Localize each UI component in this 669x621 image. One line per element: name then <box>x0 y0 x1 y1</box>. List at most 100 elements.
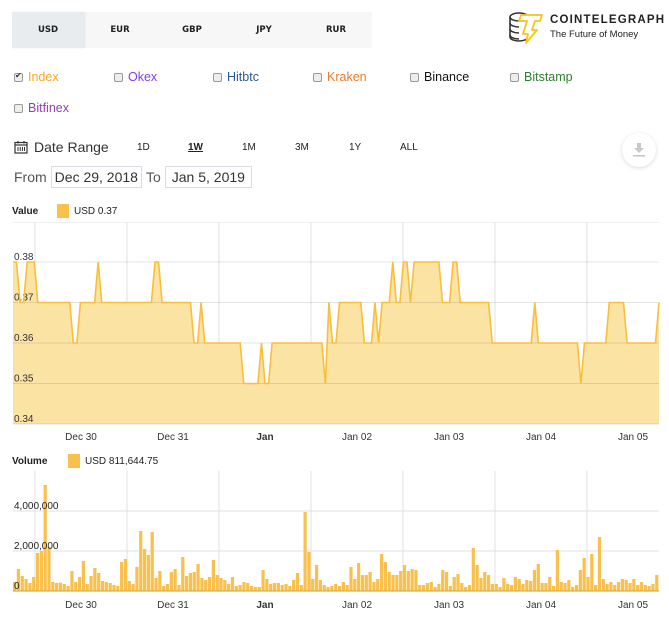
volume-bar <box>406 571 410 591</box>
exchange-label: Index <box>28 70 59 84</box>
volume-bar <box>322 585 326 591</box>
x-tick-label: Jan 03 <box>434 432 464 443</box>
checkbox[interactable] <box>410 72 419 82</box>
volume-chart-title: Volume <box>12 456 48 467</box>
volume-bar <box>578 570 582 591</box>
volume-bar <box>116 586 120 591</box>
volume-bar <box>123 559 128 591</box>
volume-bar <box>66 586 70 591</box>
volume-bar <box>467 585 472 591</box>
checkbox[interactable] <box>14 103 23 113</box>
x-tick-label: Jan 02 <box>342 600 372 611</box>
to-label: To <box>145 169 161 185</box>
volume-bar <box>120 562 124 591</box>
to-date-input[interactable]: Jan 5, 2019 <box>164 166 252 188</box>
volume-bar <box>246 583 250 591</box>
volume-chart-legend[interactable]: USD 811,644.75 <box>68 454 158 468</box>
checkbox[interactable] <box>313 72 322 82</box>
volume-bar <box>311 579 315 591</box>
volume-bar <box>418 585 422 591</box>
volume-bar <box>230 577 235 591</box>
volume-bar <box>207 577 212 591</box>
range-1w[interactable]: 1W <box>188 142 203 153</box>
volume-bar <box>433 587 437 591</box>
x-tick-label: Jan 05 <box>618 432 648 443</box>
currency-tab-eur[interactable]: EUR <box>110 25 130 35</box>
checkbox[interactable] <box>14 71 23 82</box>
volume-bar <box>601 579 605 591</box>
range-1d[interactable]: 1D <box>137 142 150 153</box>
exchange-kraken[interactable]: Kraken <box>313 70 367 84</box>
volume-bar <box>70 571 74 591</box>
volume-bar <box>276 583 280 591</box>
volume-bar <box>360 575 365 591</box>
volume-bar <box>158 571 162 591</box>
volume-bar <box>165 584 170 591</box>
volume-bar <box>62 584 66 591</box>
volume-bar <box>349 567 353 591</box>
volume-bar <box>284 584 288 591</box>
volume-bar <box>456 574 460 591</box>
volume-bar <box>410 569 414 591</box>
range-all[interactable]: ALL <box>400 142 418 153</box>
range-3m[interactable]: 3M <box>295 142 309 153</box>
value-chart-legend[interactable]: USD 0.37 <box>57 204 117 218</box>
currency-tab-usd[interactable]: USD <box>12 12 84 48</box>
volume-bar <box>35 553 40 591</box>
volume-bar <box>643 585 647 591</box>
from-date-input[interactable]: Dec 29, 2018 <box>50 166 142 188</box>
currency-tab-gbp[interactable]: GBP <box>182 25 202 35</box>
volume-bar <box>303 512 307 591</box>
currency-tab-rur[interactable]: RUR <box>326 25 346 35</box>
download-button[interactable] <box>622 133 656 167</box>
date-inputs-row: From Dec 29, 2018 To Jan 5, 2019 <box>14 166 256 188</box>
volume-bar <box>227 584 231 591</box>
volume-bar <box>513 577 517 591</box>
checkbox[interactable] <box>510 72 519 82</box>
exchange-hitbtc[interactable]: Hitbtc <box>213 70 259 84</box>
exchange-label: Bitfinex <box>28 101 69 115</box>
exchange-binance[interactable]: Binance <box>410 70 469 84</box>
currency-tab-jpy[interactable]: JPY <box>256 25 272 35</box>
exchange-okex[interactable]: Okex <box>114 70 157 84</box>
download-icon <box>633 143 645 157</box>
volume-bar <box>100 581 105 591</box>
volume-bar <box>529 581 533 591</box>
volume-bar <box>616 582 621 591</box>
legend-swatch <box>68 454 80 468</box>
exchange-label: Hitbtc <box>227 70 259 84</box>
exchange-bitstamp[interactable]: Bitstamp <box>510 70 573 84</box>
exchange-bitfinex[interactable]: Bitfinex <box>14 101 69 115</box>
volume-bar <box>131 584 135 591</box>
volume-bar <box>307 552 311 591</box>
volume-bar <box>517 579 521 591</box>
volume-bar <box>215 575 219 591</box>
volume-bar <box>177 585 181 591</box>
y-tick-label: 0.34 <box>14 414 34 425</box>
checkbox[interactable] <box>213 72 222 82</box>
volume-bar <box>590 554 594 591</box>
volume-bar <box>154 578 158 591</box>
volume-bar <box>376 579 380 591</box>
volume-bar <box>609 582 613 591</box>
volume-bar <box>249 586 254 591</box>
exchange-index[interactable]: Index <box>14 70 59 84</box>
volume-bar <box>494 584 498 591</box>
volume-bar <box>620 579 624 591</box>
volume-bar <box>314 565 319 591</box>
range-1m[interactable]: 1M <box>242 142 256 153</box>
volume-bar <box>448 586 452 591</box>
volume-bar <box>20 576 24 591</box>
range-1y[interactable]: 1Y <box>349 142 362 153</box>
cointelegraph-logo[interactable]: COINTELEGRAPH The Future of Money <box>508 10 665 44</box>
volume-chart[interactable]: 0 2,000,000 4,000,000 Dec 30 Dec 31 Jan Jan 02… <box>0 471 669 621</box>
volume-bar <box>544 583 548 591</box>
volume-bar <box>242 582 246 591</box>
x-tick-label: Jan 02 <box>342 432 372 443</box>
volume-bar <box>162 586 166 591</box>
checkbox[interactable] <box>114 72 123 82</box>
volume-bar <box>13 582 17 591</box>
y-tick-label: 0.38 <box>14 252 34 263</box>
volume-bar <box>437 584 441 591</box>
